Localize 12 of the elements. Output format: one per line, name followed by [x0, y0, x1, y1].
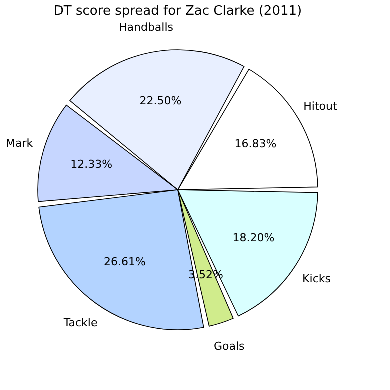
data-label: 12.33% [70, 158, 113, 171]
slice-label: Goals [214, 340, 246, 353]
slice-label: Tackle [62, 316, 98, 330]
slice-label: Kicks [302, 272, 332, 286]
slice-label: Handballs [118, 21, 174, 34]
chart-title: DT score spread for Zac Clarke (2011) [54, 4, 302, 20]
slice-label: Hitout [304, 100, 338, 113]
slice-label: Mark [6, 136, 34, 150]
data-label: 26.61% [104, 256, 146, 269]
data-label: 22.50% [140, 94, 182, 108]
data-label: 16.83% [234, 138, 277, 151]
data-label: 18.20% [232, 232, 275, 245]
